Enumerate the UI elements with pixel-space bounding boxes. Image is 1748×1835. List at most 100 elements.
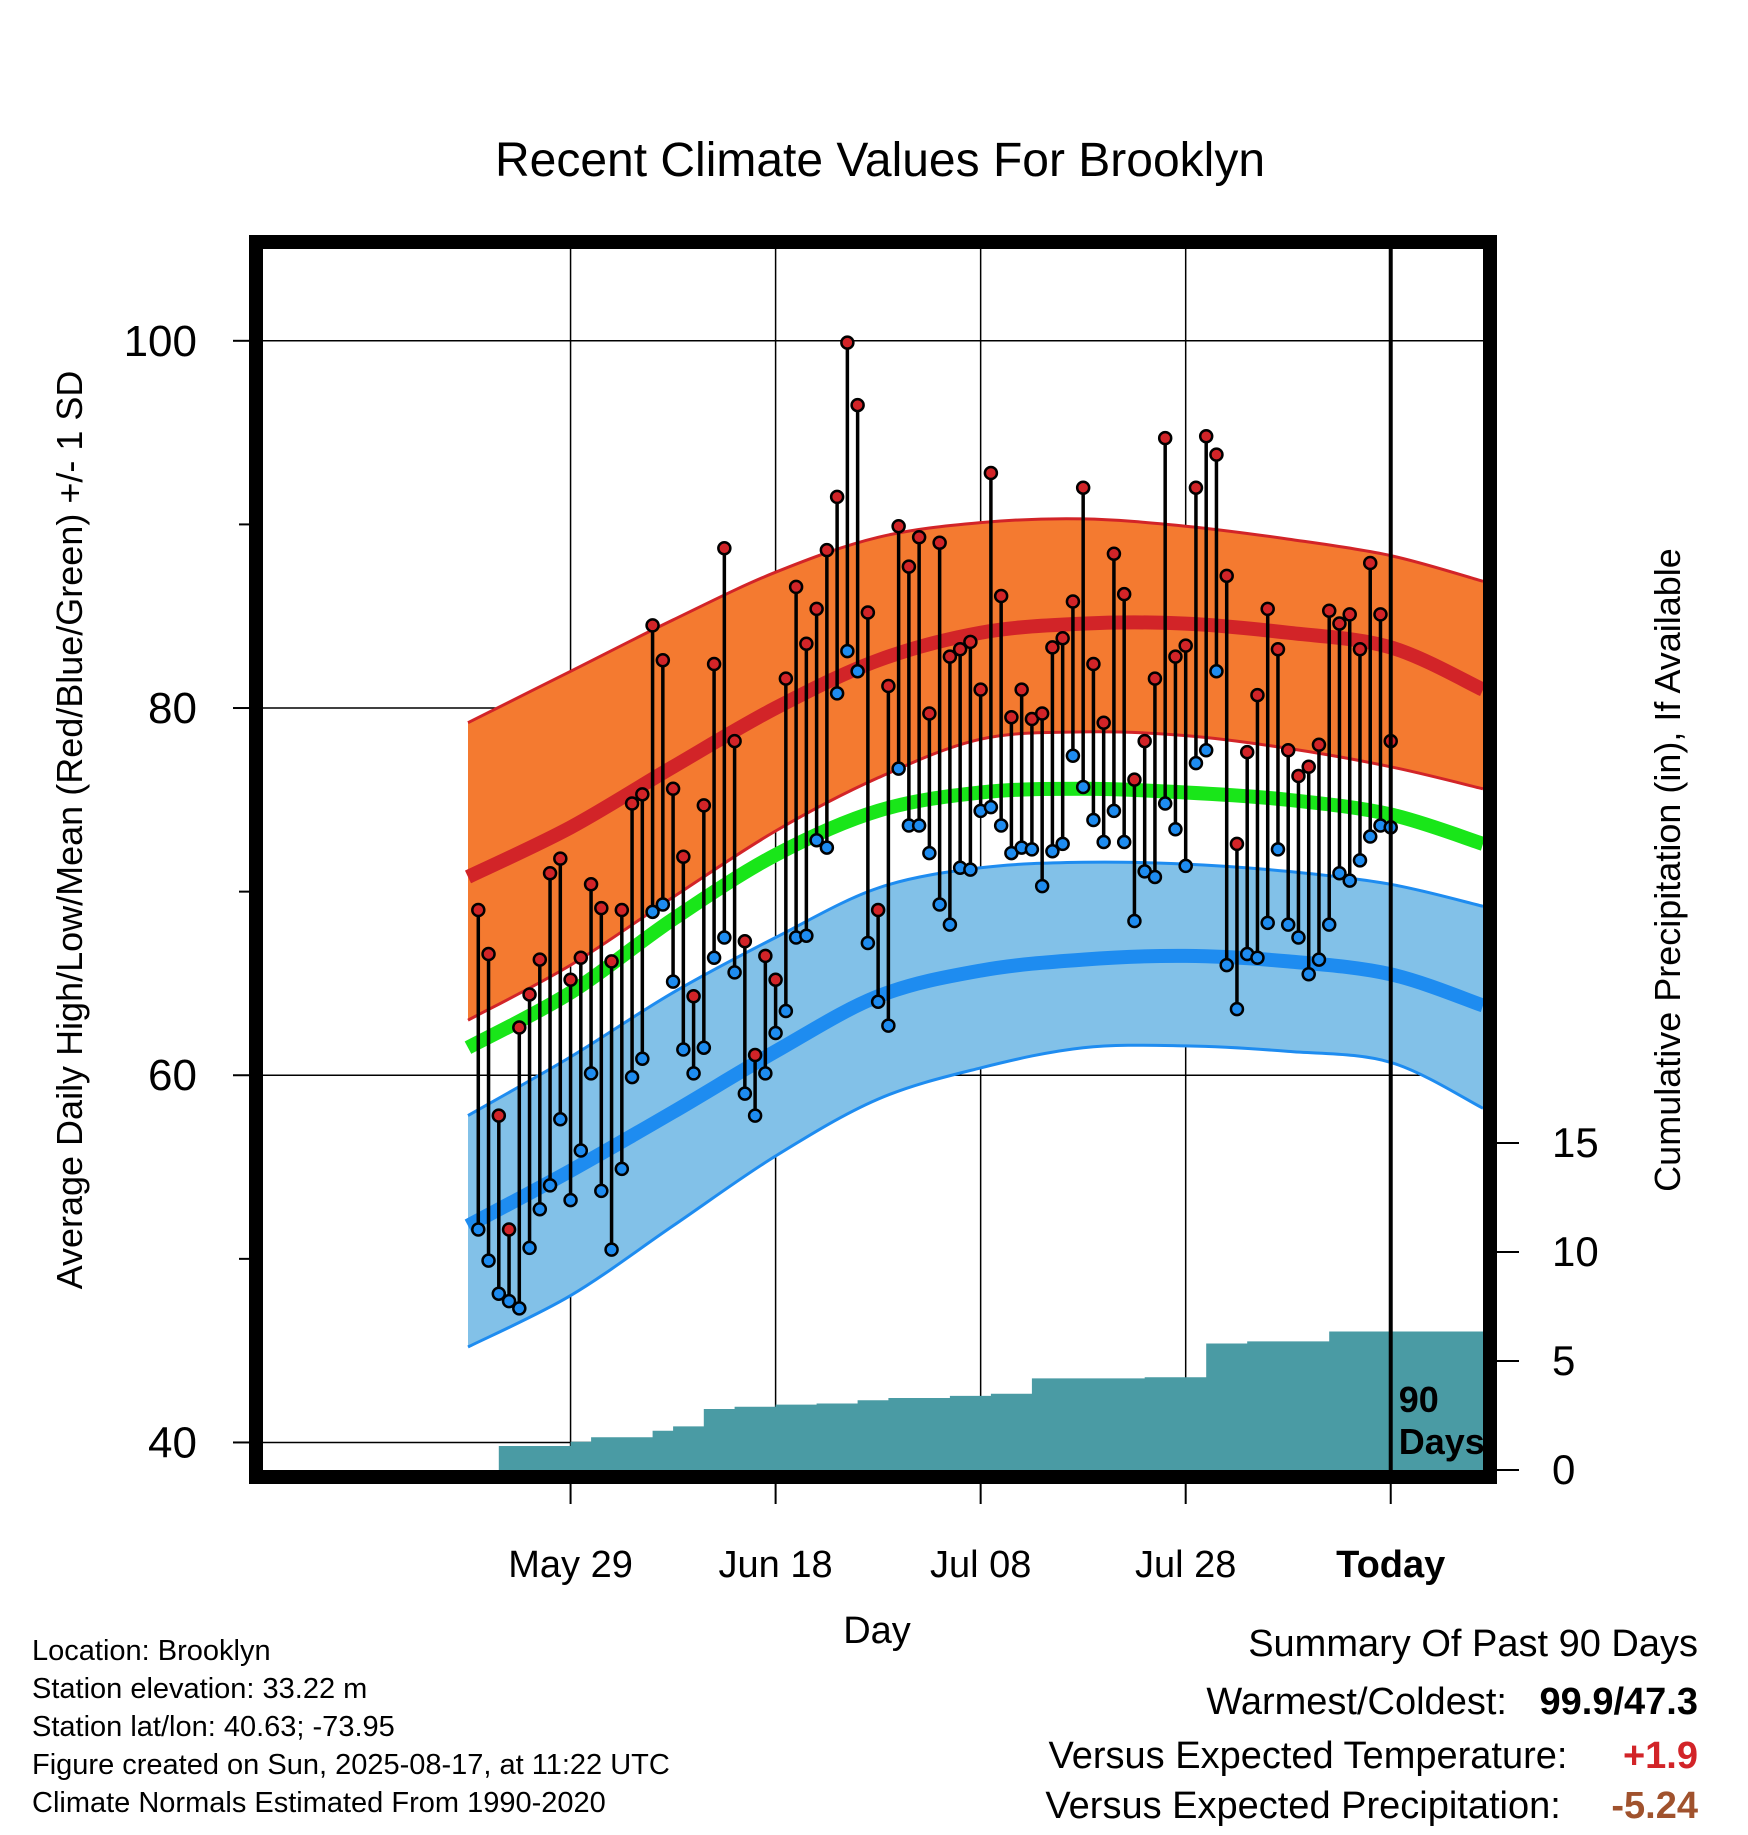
daily-low-point <box>1147 869 1163 885</box>
daily-high-point <box>563 972 578 988</box>
daily-high-point <box>1321 603 1337 618</box>
daily-high-point <box>491 1108 507 1123</box>
daily-high-point <box>1280 743 1296 758</box>
daily-high-point <box>768 972 783 988</box>
daily-high-point <box>1004 709 1019 725</box>
daily-low-point <box>1219 957 1234 973</box>
daily-high-point <box>655 653 671 668</box>
daily-low-point <box>829 686 845 701</box>
daily-low-point <box>501 1293 517 1309</box>
y2-tick-label: 0 <box>1552 1446 1575 1493</box>
daily-low-point <box>522 1240 537 1256</box>
daily-high-point <box>645 618 660 633</box>
daily-low-point <box>778 1003 794 1019</box>
daily-high-point <box>963 634 978 650</box>
daily-high-point <box>1219 568 1234 584</box>
daily-high-point <box>901 559 917 574</box>
normal-high-line <box>464 615 1483 884</box>
daily-low-point <box>717 930 732 945</box>
daily-high-point <box>594 900 609 916</box>
y2-tick-label: 15 <box>1552 1119 1599 1166</box>
daily-high-point <box>512 1020 527 1035</box>
daily-high-point <box>686 989 701 1004</box>
daily-low-point <box>624 1069 640 1085</box>
daily-low-point <box>1086 812 1101 828</box>
daily-low-point <box>747 1108 763 1123</box>
daily-low-point <box>696 1040 712 1055</box>
daily-low-point <box>727 965 742 980</box>
daily-high-point <box>891 518 906 534</box>
daily-low-point <box>1352 853 1368 868</box>
elevation-text: Station elevation: 33.22 m <box>32 1673 368 1705</box>
daily-high-point <box>840 335 855 350</box>
daily-high-point <box>706 656 722 672</box>
daily-low-point <box>737 1086 753 1101</box>
daily-high-point <box>1362 555 1378 571</box>
daily-high-point <box>870 902 886 918</box>
y-tick-label: 40 <box>148 1418 197 1467</box>
daily-high-point <box>1373 607 1388 622</box>
daily-high-point <box>1075 480 1091 495</box>
temp-row: Versus Expected Temperature: +1.9 <box>798 1735 1698 1785</box>
daily-high-point <box>1178 638 1193 653</box>
daily-high-point <box>665 781 681 797</box>
daily-low-point <box>481 1253 496 1268</box>
precip-value: -5.24 <box>1611 1785 1698 1827</box>
x-tick-label: Jun 18 <box>719 1544 833 1586</box>
daily-low-point <box>1065 748 1081 764</box>
daily-low-point <box>1301 967 1316 982</box>
daily-high-point <box>614 902 630 918</box>
daily-low-point <box>1034 878 1050 894</box>
low-sd-band-lower-edge <box>467 1043 1483 1349</box>
daily-low-point <box>1250 950 1265 965</box>
daily-high-point <box>1311 737 1327 752</box>
daily-low-point <box>1362 829 1378 844</box>
y2-axis-label: Cumulative Precipitation (in), If Availa… <box>1647 548 1688 1192</box>
daily-high-point <box>1086 656 1101 672</box>
daily-low-point <box>1075 779 1091 795</box>
x-tick-label: May 29 <box>508 1544 633 1586</box>
daily-low-point <box>1229 1001 1245 1017</box>
daily-low-point <box>1168 821 1183 837</box>
daily-low-point <box>542 1178 558 1193</box>
daily-high-point <box>737 933 753 949</box>
daily-high-point <box>624 796 640 811</box>
temp-value: +1.9 <box>1622 1735 1698 1777</box>
daily-high-point <box>573 950 589 965</box>
daily-high-point <box>799 636 814 652</box>
high-sd-band <box>468 518 1483 1021</box>
daily-high-point <box>1301 759 1316 775</box>
daily-low-point <box>614 1161 630 1177</box>
daily-high-point <box>583 877 599 892</box>
daily-low-point <box>594 1183 609 1199</box>
daily-low-point <box>850 664 865 679</box>
daily-high-point <box>922 706 937 721</box>
chart-title: Recent Climate Values For Brooklyn <box>495 134 1265 187</box>
daily-low-point <box>686 1066 701 1081</box>
daily-low-point <box>1260 915 1275 931</box>
daily-high-point <box>850 397 865 413</box>
daily-low-point <box>1096 834 1111 850</box>
daily-low-point <box>768 1025 783 1041</box>
daily-high-point <box>1096 715 1111 730</box>
daily-high-point <box>1239 744 1255 760</box>
daily-high-point <box>1137 733 1152 749</box>
daily-low-point <box>819 840 835 855</box>
daily-low-point <box>471 1222 486 1237</box>
daily-low-point <box>1311 952 1327 967</box>
daily-low-point <box>840 643 855 659</box>
temp-label: Versus Expected Temperature: <box>1048 1735 1568 1777</box>
high-sd-band-upper-edge <box>467 517 1483 725</box>
daily-low-point <box>1116 834 1132 850</box>
daily-low-point <box>1198 743 1214 758</box>
daily-high-point <box>1260 601 1275 617</box>
daily-low-point <box>1045 843 1060 859</box>
daily-low-point <box>1332 866 1347 881</box>
daily-low-point <box>573 1143 589 1158</box>
daily-high-point <box>1034 706 1050 721</box>
precip-row: Versus Expected Precipitation: -5.24 <box>798 1785 1698 1835</box>
x-tick-label: Jul 28 <box>1135 1544 1236 1586</box>
daily-low-point <box>799 928 814 943</box>
daily-high-point <box>1055 631 1070 646</box>
